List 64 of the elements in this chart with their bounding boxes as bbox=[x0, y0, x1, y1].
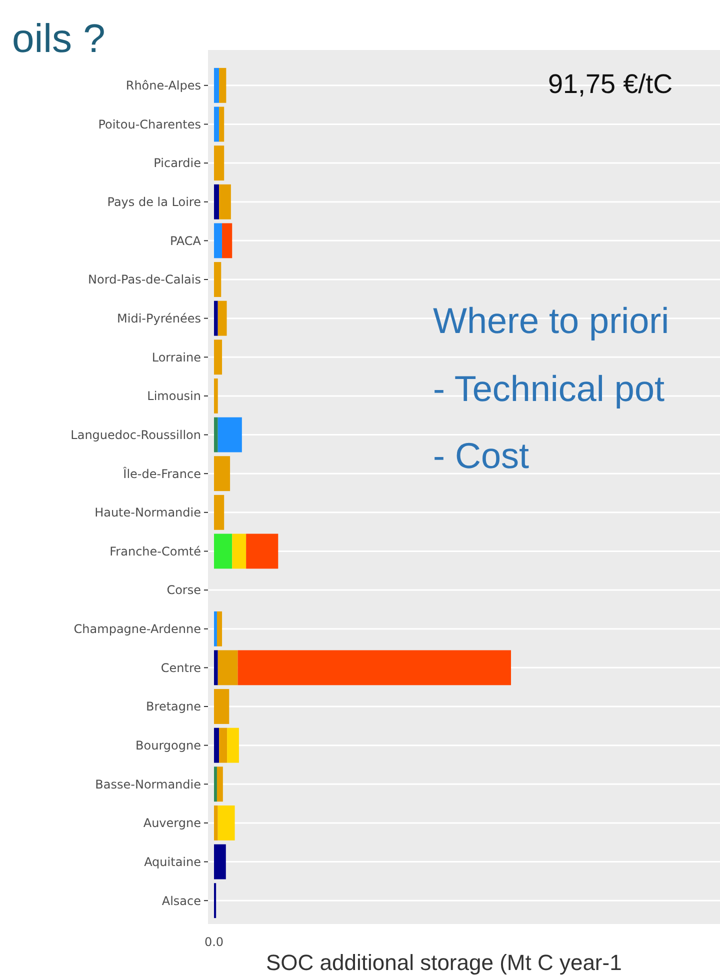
bar bbox=[214, 378, 218, 414]
y-tick-label: Midi-Pyrénées bbox=[117, 312, 201, 326]
y-tick-label: Rhône-Alpes bbox=[126, 78, 201, 93]
bar bbox=[219, 184, 231, 220]
y-tick-label: Haute-Normandie bbox=[94, 506, 201, 520]
bar bbox=[214, 223, 222, 258]
y-tick-label: PACA bbox=[170, 234, 202, 248]
y-tick-label: Basse-Normandie bbox=[95, 777, 201, 792]
bar bbox=[222, 223, 232, 258]
bar bbox=[214, 417, 218, 452]
bar bbox=[214, 650, 218, 686]
annotation: - Cost bbox=[433, 435, 530, 476]
bar bbox=[214, 728, 220, 763]
bar bbox=[238, 650, 511, 686]
bar bbox=[219, 106, 224, 142]
bar bbox=[216, 766, 223, 802]
y-tick-label: Bourgogne bbox=[136, 738, 201, 753]
y-tick-label: Pays de la Loire bbox=[107, 195, 201, 210]
annotation: - Technical pot bbox=[433, 368, 664, 409]
bar bbox=[232, 534, 246, 569]
y-tick-label: Champagne-Ardenne bbox=[74, 622, 201, 636]
y-tick-label: Île-de-France bbox=[123, 466, 201, 481]
bar bbox=[214, 184, 220, 220]
bar bbox=[214, 456, 230, 492]
text: 0.0 bbox=[204, 935, 224, 949]
y-tick-label: Nord-Pas-de-Calais bbox=[88, 272, 201, 287]
chart-title: oils ? bbox=[12, 17, 106, 61]
bar bbox=[214, 611, 217, 646]
bar bbox=[246, 534, 278, 569]
bar bbox=[214, 146, 224, 181]
y-tick-label: Lorraine bbox=[152, 350, 201, 364]
y-tick-label: Languedoc-Roussillon bbox=[70, 428, 201, 442]
y-tick-label: Franche-Comté bbox=[110, 544, 201, 558]
y-tick-label: Poitou-Charentes bbox=[98, 117, 201, 132]
bar bbox=[214, 262, 222, 297]
bar bbox=[219, 728, 228, 763]
bar bbox=[218, 805, 235, 840]
y-tick-label: Picardie bbox=[154, 156, 201, 170]
bar bbox=[214, 689, 230, 724]
bar bbox=[227, 728, 239, 763]
y-tick-label: Auvergne bbox=[143, 816, 201, 830]
y-tick-label: Corse bbox=[166, 583, 201, 598]
bar bbox=[218, 300, 227, 336]
bar bbox=[214, 494, 224, 530]
bar bbox=[214, 766, 217, 802]
x-axis-title: SOC additional storage (Mt C year-1 bbox=[266, 950, 622, 975]
y-tick-label: Alsace bbox=[162, 894, 201, 908]
y-tick-label: Limousin bbox=[147, 389, 201, 404]
bar bbox=[214, 300, 218, 336]
annotation: Where to priori bbox=[433, 300, 670, 341]
bar bbox=[219, 68, 226, 103]
text: 91,75 €/tC bbox=[548, 69, 673, 99]
bar bbox=[214, 805, 218, 840]
bar bbox=[218, 417, 242, 452]
bar bbox=[214, 68, 220, 103]
y-tick-label: Bretagne bbox=[146, 700, 201, 714]
y-tick-label: Centre bbox=[160, 660, 201, 675]
bar bbox=[214, 844, 226, 880]
y-tick-label: Aquitaine bbox=[144, 854, 201, 869]
bar bbox=[214, 534, 232, 569]
bar bbox=[216, 611, 222, 646]
bar bbox=[218, 650, 238, 686]
bar bbox=[214, 106, 220, 142]
bar bbox=[214, 340, 222, 375]
